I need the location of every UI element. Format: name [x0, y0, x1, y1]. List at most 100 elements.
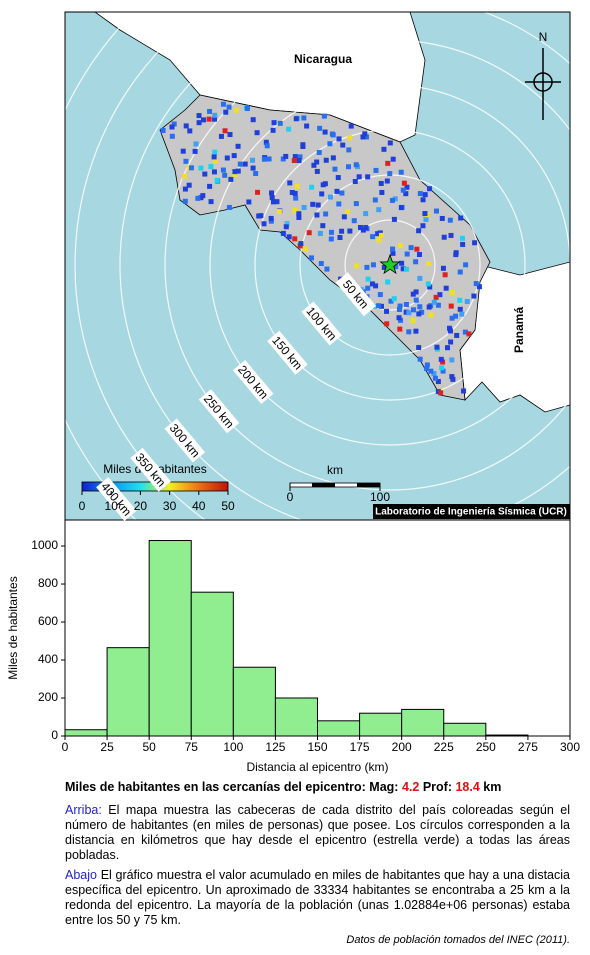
district-point: [388, 298, 394, 304]
district-point: [297, 154, 303, 160]
district-point: [298, 241, 304, 247]
district-point: [413, 297, 419, 303]
district-point: [370, 234, 376, 240]
district-point: [379, 189, 385, 195]
district-point: [233, 107, 239, 113]
district-point: [438, 390, 444, 396]
caption-lead: Miles de habitantes en las cercanías del…: [65, 780, 399, 794]
district-point: [218, 133, 224, 139]
district-point: [314, 212, 320, 218]
district-point: [212, 112, 218, 118]
x-tick-label: 250: [476, 740, 496, 754]
district-point: [416, 311, 422, 317]
district-point: [187, 128, 193, 134]
district-point: [396, 315, 402, 321]
district-point: [447, 328, 453, 334]
district-point: [417, 304, 423, 310]
district-point: [420, 223, 426, 229]
ring-label-box: [198, 389, 240, 434]
district-point: [324, 266, 330, 272]
district-point: [334, 188, 340, 194]
district-point: [270, 127, 276, 133]
district-point: [329, 131, 335, 137]
district-point: [347, 228, 353, 234]
costa-rica-land: [159, 94, 491, 401]
district-point: [472, 240, 478, 246]
colorbar-tick-label: 20: [134, 499, 148, 513]
depth-label: Prof:: [422, 780, 452, 794]
country-label: Nicaragua: [294, 52, 352, 66]
district-point: [362, 131, 368, 137]
y-tick-label: 1000: [31, 538, 58, 552]
district-point: [432, 375, 438, 381]
district-point: [397, 303, 403, 309]
district-point: [283, 224, 289, 230]
district-point: [449, 357, 455, 363]
district-point: [427, 186, 433, 192]
district-point: [322, 129, 328, 135]
colorbar-tick-label: 50: [221, 499, 235, 513]
district-point: [447, 217, 453, 223]
district-point: [287, 180, 293, 186]
y-tick-label: 600: [38, 614, 58, 628]
bar: [190, 591, 234, 737]
district-point: [269, 190, 275, 196]
district-point: [422, 192, 428, 198]
district-point: [404, 184, 410, 190]
district-point: [314, 159, 320, 165]
district-point: [293, 195, 299, 201]
credit: Laboratorio de Ingeniería Sísmica (UCR): [375, 507, 567, 518]
district-point: [373, 283, 379, 289]
district-point: [201, 117, 207, 123]
district-point: [188, 165, 194, 171]
district-point: [332, 166, 338, 172]
district-point: [439, 365, 445, 371]
x-tick-label: 0: [62, 740, 69, 754]
district-point: [390, 156, 396, 162]
district-point: [414, 246, 420, 252]
district-point: [228, 176, 234, 182]
district-point: [390, 246, 396, 252]
district-point: [276, 209, 282, 215]
district-point: [433, 208, 439, 214]
district-point: [433, 294, 439, 300]
bar: [317, 720, 361, 737]
district-point: [348, 123, 354, 129]
district-point: [246, 199, 252, 205]
district-point: [352, 179, 358, 185]
district-point: [292, 154, 298, 160]
district-point: [308, 255, 314, 261]
district-point: [396, 306, 402, 312]
district-point: [316, 149, 322, 155]
district-point: [385, 160, 391, 166]
ring-label-box: [335, 272, 377, 317]
district-point: [206, 116, 212, 122]
district-point: [416, 228, 422, 234]
district-point: [438, 356, 444, 362]
district-point: [376, 207, 382, 213]
district-point: [235, 168, 241, 174]
district-point: [301, 115, 307, 121]
district-point: [292, 190, 298, 196]
district-point: [227, 132, 233, 138]
district-point: [328, 229, 334, 235]
district-point: [448, 232, 454, 238]
scale-bar-segment: [357, 483, 380, 487]
x-tick-label: 300: [560, 740, 580, 754]
compass: N: [525, 30, 561, 120]
district-point: [419, 309, 425, 315]
district-point: [417, 275, 423, 281]
district-point: [283, 153, 289, 159]
district-point: [212, 116, 218, 122]
district-point: [171, 121, 177, 127]
paragraph: Arriba: El mapa muestra las cabeceras de…: [65, 803, 570, 863]
district-point: [340, 142, 346, 148]
caption: Miles de habitantes en las cercanías del…: [65, 780, 570, 795]
district-point: [457, 269, 463, 275]
district-point: [363, 211, 369, 217]
district-point: [208, 199, 214, 205]
district-point: [212, 158, 218, 164]
district-point: [457, 297, 463, 303]
district-point: [424, 365, 430, 371]
